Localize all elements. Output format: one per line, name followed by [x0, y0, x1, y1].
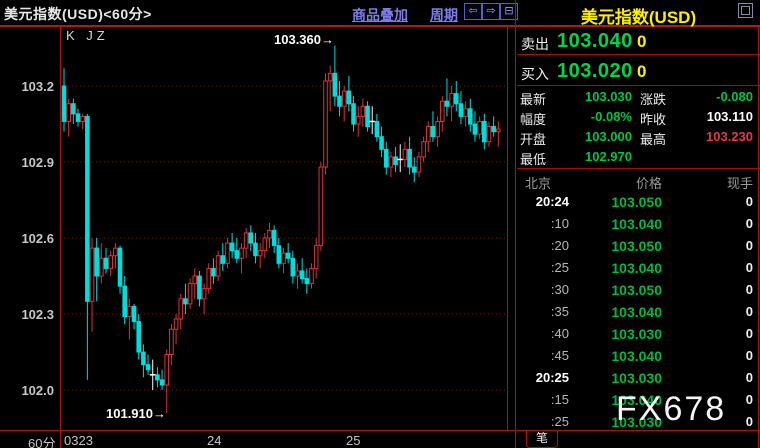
plot-left-border	[60, 25, 61, 448]
prev-close-value: 103.110	[706, 109, 753, 124]
sell-row: 卖出 103.040 0	[517, 30, 760, 54]
high-label: 最高	[640, 132, 667, 147]
table-row: :30 103.050 0	[550, 282, 753, 298]
table-row: :25 103.030 0	[550, 414, 753, 430]
right-border	[758, 25, 759, 448]
pct-label: 幅度	[520, 112, 547, 127]
quote-panel: 美元指数(USD) 卖出 103.040 0 买入 103.020 0 最新 1…	[517, 0, 760, 448]
latest-value: 103.030	[585, 89, 632, 104]
stats-row: 开盘 103.000 最高 103.230	[517, 129, 760, 147]
stats-row: 幅度 -0.08% 昨收 103.110	[517, 109, 760, 127]
col-volume: 现手	[726, 176, 753, 191]
pct-value: -0.08%	[590, 109, 632, 124]
buy-row: 买入 103.020 0	[517, 60, 760, 84]
candlestick-chart	[60, 45, 507, 413]
low-annotation: 101.910→	[106, 406, 166, 421]
table-row: :20 103.050 0	[550, 238, 753, 254]
change-label: 涨跌	[640, 92, 667, 107]
col-time: 北京	[525, 176, 552, 191]
maximize-icon[interactable]	[738, 3, 753, 18]
buy-price: 103.020	[557, 60, 633, 82]
stats-row: 最低 102.970	[517, 149, 760, 167]
low-label: 最低	[520, 152, 547, 167]
buy-volume: 0	[637, 62, 647, 81]
arrow-right-icon: →	[321, 32, 334, 47]
plot-right-border	[507, 25, 508, 430]
change-value: -0.080	[716, 89, 753, 104]
period-menu-button[interactable]: 周期	[430, 7, 458, 23]
header-divider	[0, 25, 760, 27]
separator	[517, 54, 760, 55]
sell-volume: 0	[637, 32, 647, 51]
table-row: :10 103.040 0	[550, 216, 753, 232]
low-value: 102.970	[585, 149, 632, 164]
col-price: 价格	[635, 176, 662, 191]
plot-bottom-border	[0, 430, 760, 431]
table-row: 20:24 103.050 0	[535, 194, 753, 210]
table-row: 20:25 103.030 0	[535, 370, 753, 386]
stats-row: 最新 103.030 涨跌 -0.080	[517, 89, 760, 107]
sell-price: 103.040	[557, 30, 633, 52]
indicator-label: K JZ	[66, 28, 109, 43]
separator	[517, 168, 760, 169]
latest-label: 最新	[520, 92, 547, 107]
x-tick-day2: 24	[207, 433, 222, 448]
table-row: :40 103.030 0	[550, 326, 753, 342]
sell-label: 卖出	[521, 36, 549, 52]
open-value: 103.000	[585, 129, 632, 144]
table-row: :35 103.040 0	[550, 304, 753, 320]
high-value: 103.230	[706, 129, 753, 144]
y-axis-label: 102.9	[21, 155, 54, 170]
split-view-icon[interactable]: ⊟	[500, 3, 518, 20]
y-axis-label: 102.0	[21, 383, 54, 398]
fx678-watermark: FX678	[616, 390, 727, 428]
prev-arrow-icon[interactable]: ⇦	[464, 3, 482, 20]
y-axis-label: 103.2	[21, 79, 54, 94]
period-axis-label: 60分	[28, 436, 56, 448]
tab-bi[interactable]: 笔	[526, 431, 558, 448]
overlay-menu-button[interactable]: 商品叠加	[352, 7, 408, 23]
next-arrow-icon[interactable]: ⇨	[482, 3, 500, 20]
open-label: 开盘	[520, 132, 547, 147]
high-annotation: 103.360→	[274, 32, 334, 47]
x-tick-day1: 0323	[64, 433, 93, 448]
quote-title: 美元指数(USD)	[580, 8, 697, 27]
x-tick-day3: 25	[346, 433, 361, 448]
y-axis-label: 102.3	[21, 307, 54, 322]
table-row: :25 103.040 0	[550, 260, 753, 276]
buy-label: 买入	[521, 66, 549, 82]
y-axis-label: 102.6	[21, 231, 54, 246]
separator	[517, 85, 760, 86]
panel-divider	[515, 0, 516, 448]
table-header: 北京 价格 现手	[517, 173, 760, 191]
table-row: :15 103.040 0	[550, 392, 753, 408]
chart-title: 美元指数(USD)<60分>	[4, 6, 152, 22]
table-row: :45 103.040 0	[550, 348, 753, 364]
arrow-right-icon: →	[153, 406, 166, 421]
prev-close-label: 昨收	[640, 112, 667, 127]
